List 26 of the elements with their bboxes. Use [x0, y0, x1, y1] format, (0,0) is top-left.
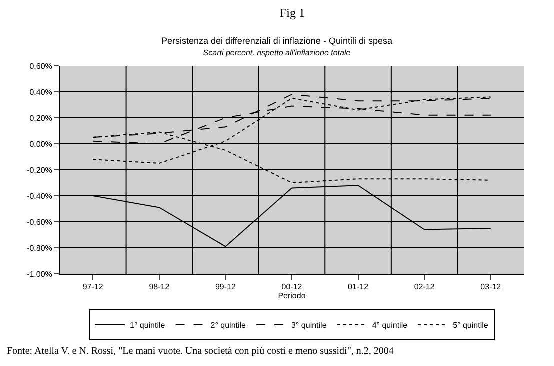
- chart-subtitle: Scarti percent. rispetto all'inflazione totale: [203, 48, 352, 58]
- x-tick-label: 98-12: [149, 282, 170, 292]
- x-tick-label: 97-12: [82, 282, 104, 292]
- legend-label: 4° quintile: [372, 320, 408, 330]
- y-tick-label: -0.40%: [27, 192, 52, 201]
- y-tick-label: -0.80%: [27, 244, 52, 253]
- source-note: Fonte: Atella V. e N. Rossi, "Le mani vuote. Una società con più costi e meno sussidi", n.2, 2004: [7, 346, 394, 357]
- legend-label: 2° quintile: [210, 320, 247, 330]
- chart-title: Persistenza dei differenziali di inflazione - Quintili di spesa: [162, 36, 392, 46]
- x-tick-label: 01-12: [348, 282, 370, 292]
- y-tick-label: 0.20%: [30, 114, 52, 123]
- y-tick-label: -0.20%: [27, 166, 52, 175]
- x-tick-label: 02-12: [414, 282, 436, 292]
- legend-label: 3° quintile: [292, 320, 328, 330]
- y-tick-label: 0.40%: [30, 88, 52, 97]
- y-tick-label: -0.60%: [27, 218, 52, 227]
- x-tick-label: 00-12: [282, 282, 303, 292]
- caption: Fig 1: [280, 6, 306, 20]
- legend-label: 5° quintile: [453, 320, 489, 330]
- y-tick-label: 0.00%: [30, 140, 52, 149]
- x-tick-label: 03-12: [480, 282, 502, 292]
- x-tick-label: 99-12: [215, 282, 236, 292]
- legend-label: 1° quintile: [130, 320, 166, 330]
- y-tick-label: 0.60%: [30, 62, 52, 71]
- x-axis-title: Periodo: [278, 292, 306, 301]
- y-tick-label: -1.00%: [27, 270, 52, 279]
